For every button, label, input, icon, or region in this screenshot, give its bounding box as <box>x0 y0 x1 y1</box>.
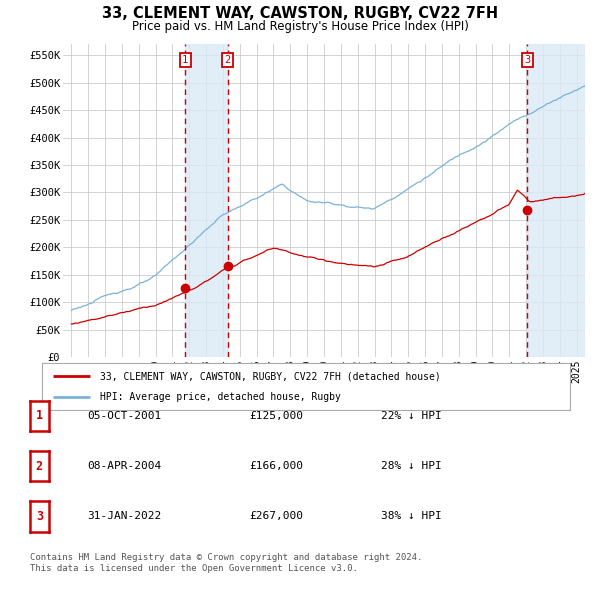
Text: 33, CLEMENT WAY, CAWSTON, RUGBY, CV22 7FH: 33, CLEMENT WAY, CAWSTON, RUGBY, CV22 7F… <box>102 6 498 21</box>
Text: 2: 2 <box>36 460 43 473</box>
Bar <box>185 44 227 357</box>
Text: 3: 3 <box>524 55 530 65</box>
Text: 05-OCT-2001: 05-OCT-2001 <box>87 411 161 421</box>
Text: 08-APR-2004: 08-APR-2004 <box>87 461 161 471</box>
Text: 1: 1 <box>36 409 43 422</box>
Text: 31-JAN-2022: 31-JAN-2022 <box>87 512 161 521</box>
Text: 28% ↓ HPI: 28% ↓ HPI <box>381 461 442 471</box>
Text: Contains HM Land Registry data © Crown copyright and database right 2024.
This d: Contains HM Land Registry data © Crown c… <box>30 553 422 573</box>
Text: 33, CLEMENT WAY, CAWSTON, RUGBY, CV22 7FH (detached house): 33, CLEMENT WAY, CAWSTON, RUGBY, CV22 7F… <box>100 371 441 381</box>
Text: 38% ↓ HPI: 38% ↓ HPI <box>381 512 442 521</box>
Text: 1: 1 <box>182 55 188 65</box>
Text: 3: 3 <box>36 510 43 523</box>
Text: £125,000: £125,000 <box>249 411 303 421</box>
Text: Price paid vs. HM Land Registry's House Price Index (HPI): Price paid vs. HM Land Registry's House … <box>131 20 469 33</box>
Text: £267,000: £267,000 <box>249 512 303 521</box>
Text: £166,000: £166,000 <box>249 461 303 471</box>
Text: HPI: Average price, detached house, Rugby: HPI: Average price, detached house, Rugb… <box>100 392 341 402</box>
Text: 22% ↓ HPI: 22% ↓ HPI <box>381 411 442 421</box>
Bar <box>527 44 585 357</box>
Text: 2: 2 <box>224 55 230 65</box>
